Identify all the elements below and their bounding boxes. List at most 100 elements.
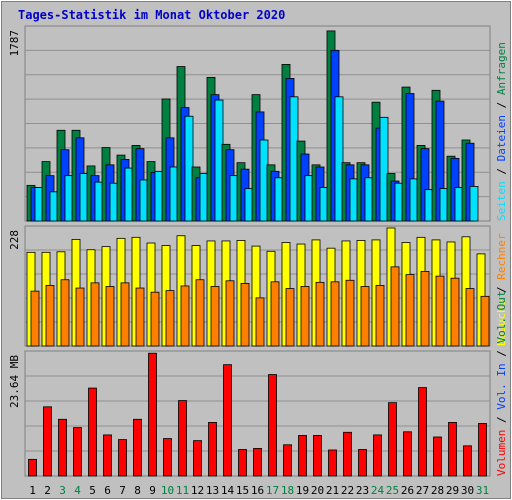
bar-rechner-day-6	[105, 286, 115, 347]
x-tick-label: 25	[386, 484, 399, 497]
bar-seiten-day-21	[334, 96, 344, 222]
legend-entry: /	[495, 344, 508, 364]
bar-volumen-day-4	[73, 427, 82, 477]
x-tick-label: 16	[251, 484, 264, 497]
bar-rechner-day-13	[210, 286, 220, 347]
bar-rechner-day-3	[60, 279, 70, 347]
x-tick-label: 3	[59, 484, 66, 497]
bar-rechner-day-11	[180, 285, 190, 347]
x-tick-label: 29	[446, 484, 459, 497]
bar-seiten-day-24	[379, 116, 389, 222]
panel-visits: 228 Besuche / Rechner	[8, 225, 508, 347]
x-tick-label: 24	[371, 484, 385, 497]
bar-volumen-day-16	[253, 448, 262, 477]
x-tick-label: 17	[266, 484, 279, 497]
x-tick-label: 21	[326, 484, 339, 497]
panel-legend: Volumen / Vol. In / Vol. Out	[495, 291, 508, 476]
bar-volumen-day-9	[148, 352, 157, 477]
legend-entry: Besuche	[495, 300, 508, 346]
bar-volumen-day-3	[58, 418, 67, 477]
bar-volumen-day-28	[433, 436, 442, 477]
x-tick-label: 22	[341, 484, 354, 497]
bar-rechner-day-14	[225, 280, 235, 347]
bar-volumen-day-5	[88, 387, 97, 477]
panel-legend: Seiten / Dateien / Anfragen	[495, 42, 508, 221]
bar-volumen-day-10	[163, 438, 172, 477]
legend-entry: /	[495, 410, 508, 430]
x-tick-label: 7	[119, 484, 126, 497]
x-tick-label: 8	[134, 484, 141, 497]
bar-volumen-day-6	[103, 434, 112, 477]
bar-rechner-day-22	[345, 279, 355, 347]
bar-volumen-day-29	[448, 422, 457, 477]
x-tick-label: 4	[74, 484, 81, 497]
bars-kbytes	[28, 352, 487, 477]
bar-volumen-day-15	[238, 449, 247, 477]
x-tick-label: 6	[104, 484, 111, 497]
panel-hits: 1787 Seiten / Dateien / Anfragen	[8, 25, 508, 222]
bar-rechner-day-24	[375, 285, 385, 347]
bar-volumen-day-31	[478, 423, 487, 477]
bar-volumen-day-26	[403, 431, 412, 477]
bar-volumen-day-25	[388, 402, 397, 477]
bar-rechner-day-9	[150, 291, 160, 347]
x-tick-label: 2	[44, 484, 51, 497]
x-tick-label: 14	[221, 484, 235, 497]
y-max-label: 1787	[8, 30, 21, 57]
x-tick-label: 30	[461, 484, 474, 497]
legend-entry: Anfragen	[495, 42, 508, 95]
bar-rechner-day-2	[45, 285, 55, 347]
x-tick-label: 26	[401, 484, 414, 497]
bar-rechner-day-17	[270, 281, 280, 347]
bar-volumen-day-11	[178, 400, 187, 477]
legend-entry: Rechner	[495, 233, 508, 280]
legend-entry: Vol. In	[495, 363, 508, 409]
bar-volumen-day-1	[28, 458, 37, 477]
x-tick-label: 15	[236, 484, 249, 497]
x-tick-label: 27	[416, 484, 429, 497]
bar-rechner-day-7	[120, 282, 130, 347]
x-tick-label: 1	[29, 484, 36, 497]
bar-rechner-day-19	[300, 286, 310, 347]
x-tick-label: 18	[281, 484, 294, 497]
legend-entry: /	[495, 280, 508, 300]
bar-volumen-day-21	[328, 449, 337, 477]
bar-rechner-day-18	[285, 288, 295, 347]
bar-rechner-day-21	[330, 281, 340, 347]
legend-entry: /	[495, 161, 508, 181]
bar-volumen-day-7	[118, 439, 127, 477]
bar-seiten-day-30	[469, 186, 479, 222]
legend-entry: Dateien	[495, 115, 508, 161]
bar-volumen-day-17	[268, 374, 277, 477]
bar-rechner-day-1	[30, 290, 40, 347]
panel-legend: Besuche / Rechner	[495, 233, 508, 346]
bar-rechner-day-30	[465, 288, 475, 347]
bar-rechner-day-10	[165, 290, 175, 347]
x-axis-day-labels: 1 2 3 4 5 6 7 8 9 10 11 12 13 14 15 16 17 18 19 20 21 22 23 24 2…	[29, 484, 489, 497]
bar-volumen-day-22	[343, 431, 352, 477]
bar-volumen-day-27	[418, 387, 427, 477]
chart-title: Tages-Statistik im Monat Oktober 2020	[18, 8, 285, 22]
bar-volumen-day-13	[208, 422, 217, 477]
bar-volumen-day-24	[373, 434, 382, 477]
bar-volumen-day-18	[283, 444, 292, 477]
bar-volumen-day-14	[223, 364, 232, 477]
x-tick-label: 31	[476, 484, 489, 497]
bars-hits	[26, 30, 479, 222]
chart-panels: 1787 Seiten / Dateien / Anfragen 228 Besuch…	[8, 25, 508, 477]
bar-rechner-day-4	[75, 287, 85, 347]
bar-rechner-day-23	[360, 286, 370, 347]
bar-rechner-day-5	[90, 282, 100, 347]
legend-entry: /	[495, 95, 508, 115]
x-tick-label: 13	[206, 484, 219, 497]
legend-entry: Vol. Out	[495, 291, 508, 344]
x-tick-label: 12	[191, 484, 204, 497]
bar-rechner-day-28	[435, 275, 445, 347]
legend-entry: Seiten	[495, 181, 508, 221]
bar-rechner-day-31	[480, 295, 490, 347]
x-tick-label: 28	[431, 484, 444, 497]
bar-volumen-day-23	[358, 449, 367, 477]
